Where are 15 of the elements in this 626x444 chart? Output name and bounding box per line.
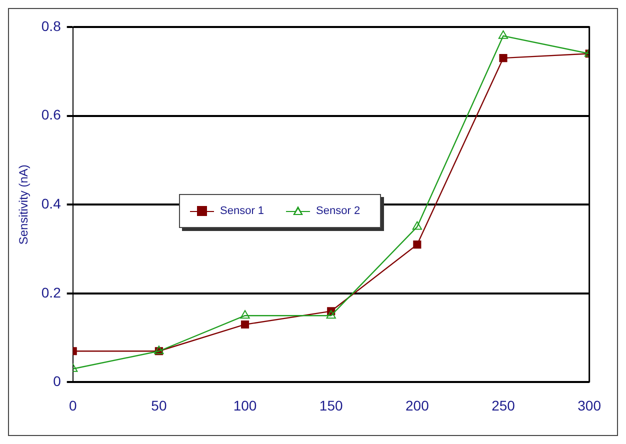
x-tick-label: 150 — [319, 397, 343, 414]
y-axis-title: Sensitivity (nA) — [16, 164, 31, 245]
y-tick-label: 0.2 — [41, 284, 62, 300]
y-tick-label: 0 — [53, 373, 62, 390]
legend-label: Sensor 1 — [220, 205, 264, 217]
legend-label: Sensor 2 — [316, 205, 360, 217]
x-tick-label: 300 — [578, 397, 602, 414]
y-tick-label: 0.8 — [41, 18, 62, 34]
y-tick-label: 0.6 — [41, 106, 62, 123]
y-tick-label: 0.4 — [41, 195, 62, 212]
x-tick-label: 200 — [405, 397, 430, 414]
x-tick-label: 100 — [233, 397, 257, 414]
x-tick-label: 250 — [492, 397, 516, 414]
x-tick-label: 50 — [151, 397, 167, 414]
x-tick-label: 0 — [68, 397, 77, 414]
